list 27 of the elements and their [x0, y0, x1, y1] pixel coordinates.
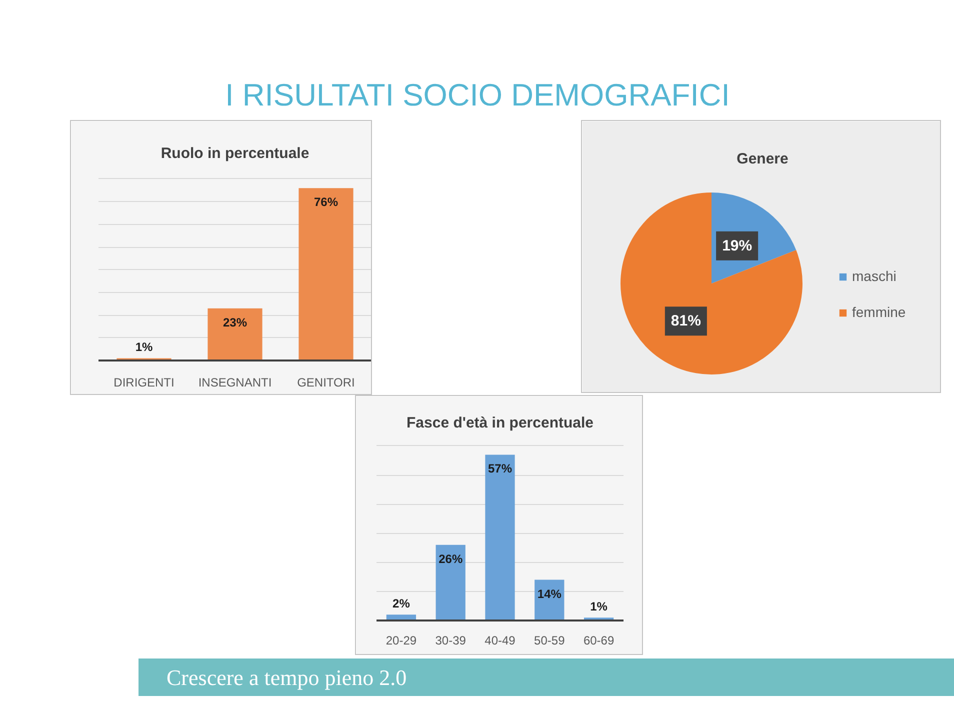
x-tick-label: 20-29	[386, 634, 417, 648]
legend-label: maschi	[852, 268, 896, 284]
data-label: 81%	[670, 312, 701, 330]
legend-label: femmine	[852, 304, 906, 320]
x-tick-label: GENITORI	[297, 376, 355, 390]
x-tick-label: 30-39	[435, 634, 466, 648]
x-tick-label: DIRIGENTI	[114, 376, 174, 390]
data-label: 19%	[722, 237, 752, 254]
x-tick-label: 60-69	[583, 634, 614, 648]
chart-title: Genere	[736, 150, 788, 168]
data-label: 23%	[222, 315, 248, 330]
text: Crescere a tempo pieno 2.0	[166, 665, 407, 690]
bar	[436, 544, 466, 620]
data-label: 1%	[590, 600, 608, 614]
data-label: 26%	[438, 552, 463, 566]
text: I RISULTATI SOCIO DEMOGRAFICI	[225, 78, 730, 112]
x-tick-label: 40-49	[484, 634, 516, 648]
data-label: 57%	[488, 462, 512, 476]
data-label: 1%	[135, 340, 153, 354]
chart-title: Ruolo in percentuale	[160, 145, 310, 162]
bar	[485, 454, 515, 620]
x-tick-label: 50-59	[534, 634, 566, 648]
data-label: 2%	[392, 596, 410, 611]
data-label: 14%	[537, 586, 562, 601]
data-label: 76%	[314, 195, 338, 210]
x-tick-label: INSEGNANTI	[198, 376, 272, 390]
chart-title: Fasce d'età in percentuale	[406, 414, 594, 432]
